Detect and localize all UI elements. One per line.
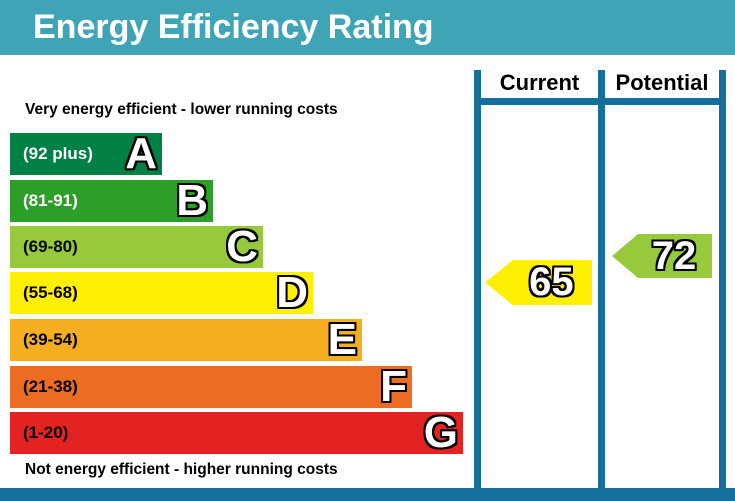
bottom-note: Not energy efficient - higher running co… (25, 461, 338, 478)
current-column-header: Current (499, 70, 580, 95)
band-g-letter: G (423, 408, 458, 457)
potential-rating-value: 72 (651, 234, 697, 278)
band-a-range-label: (92 plus) (23, 144, 93, 163)
band-c: (69-80) C (10, 222, 263, 271)
band-g-range-label: (1-20) (23, 423, 69, 442)
band-f-letter: F (380, 362, 407, 411)
potential-rating-arrow: 72 (612, 234, 712, 278)
band-a: (92 plus) A (10, 129, 162, 178)
table-border-middle (598, 70, 605, 488)
band-b: (81-91) B (10, 176, 213, 225)
chart-header: Energy Efficiency Rating (0, 0, 735, 55)
current-rating-arrow: 65 (485, 260, 592, 305)
band-b-letter: B (176, 176, 208, 225)
table-border-left (474, 70, 481, 488)
band-d: (55-68) D (10, 268, 313, 317)
band-f: (21-38) F (10, 362, 412, 411)
band-a-letter: A (125, 129, 157, 178)
band-b-range-label: (81-91) (23, 191, 78, 210)
band-c-range-label: (69-80) (23, 237, 78, 256)
potential-column-header: Potential (615, 70, 709, 95)
footer-bar (0, 488, 735, 501)
table-header-underline (474, 98, 726, 105)
band-c-letter: C (226, 222, 258, 271)
band-g: (1-20) G (10, 408, 463, 457)
top-note: Very energy efficient - lower running co… (25, 101, 338, 118)
chart-title: Energy Efficiency Rating (33, 8, 434, 46)
band-e-letter: E (327, 315, 357, 364)
band-e: (39-54) E (10, 315, 362, 364)
band-e-range-label: (39-54) (23, 330, 78, 349)
current-rating-value: 65 (529, 260, 574, 304)
band-d-range-label: (55-68) (23, 283, 78, 302)
band-d-letter: D (276, 268, 308, 317)
band-f-range-label: (21-38) (23, 377, 78, 396)
table-border-right (719, 70, 726, 488)
